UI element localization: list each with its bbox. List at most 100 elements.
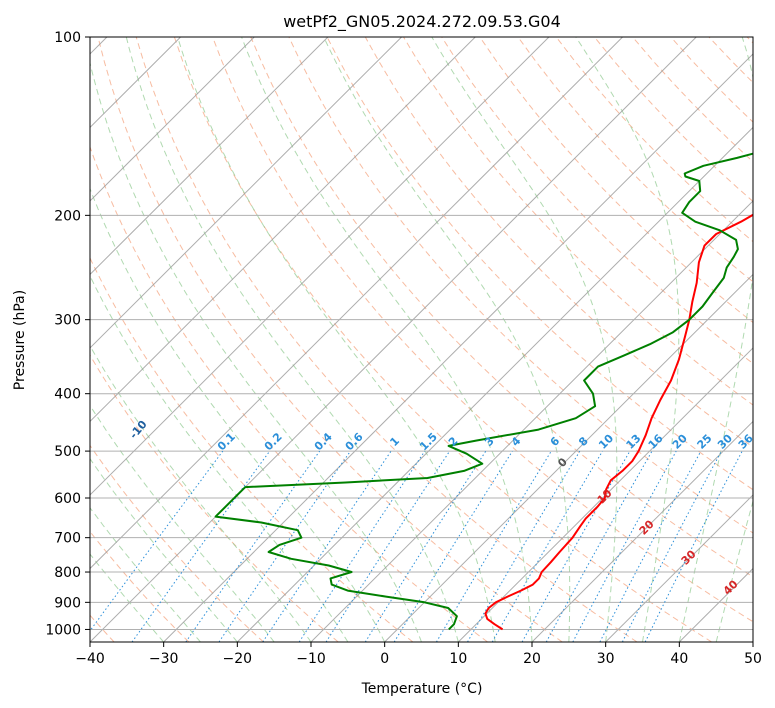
isotherm — [163, 53, 753, 642]
y-axis-title: Pressure (hPa) — [12, 290, 28, 390]
mixing-ratio-line — [90, 450, 224, 632]
mixing-ratio-line — [545, 450, 653, 642]
y-tick-label: 600 — [54, 491, 81, 507]
x-tick-label: −20 — [223, 651, 253, 667]
y-tick-label: 500 — [54, 444, 81, 460]
mixing-ratio-line — [218, 450, 351, 642]
mixing-ratio-label: 16 — [646, 431, 666, 451]
isotherm — [678, 567, 753, 642]
isotherm — [457, 347, 753, 642]
moist-adiabat — [431, 37, 618, 642]
x-tick-label: 0 — [380, 651, 389, 667]
dry-adiabat — [326, 37, 753, 491]
dry-adiabat — [441, 37, 753, 365]
y-tick-label: 300 — [54, 313, 81, 329]
dry-adiabat — [90, 354, 339, 642]
moist-adiabat — [90, 457, 238, 642]
y-axis-ticks: 100 200 300 400 500 600 700 800 900 1000 — [45, 30, 90, 638]
mixing-ratio-label: 1 — [387, 434, 402, 449]
dry-adiabat — [517, 37, 753, 283]
mixing-ratio-label: 0.4 — [312, 430, 335, 453]
mixing-ratio-line — [298, 450, 426, 642]
mixing-ratio-label: 4 — [509, 434, 524, 449]
dry-adiabats — [90, 37, 753, 642]
mixing-ratio-line — [185, 450, 321, 642]
dry-adiabat — [250, 37, 753, 578]
moist-adiabat — [90, 187, 386, 642]
y-tick-label: 1000 — [45, 622, 81, 638]
mixing-ratio-label: 1.5 — [417, 430, 440, 453]
sounding-series — [214, 152, 753, 631]
dry-adiabat — [403, 37, 753, 406]
dry-adiabat — [90, 145, 488, 642]
x-axis-title: Temperature (°C) — [361, 681, 483, 697]
moist-adiabat — [323, 37, 571, 642]
moist-adiabat — [678, 37, 753, 642]
mixing-ratio-line — [599, 450, 702, 642]
x-tick-label: −40 — [75, 651, 105, 667]
x-tick-label: 30 — [597, 651, 615, 667]
moist-adiabat-label: 30 — [679, 547, 699, 567]
isotherm — [605, 494, 753, 642]
moist-adiabat — [90, 274, 349, 642]
isotherm — [90, 37, 476, 423]
isotherm — [90, 37, 402, 349]
y-tick-label: 800 — [54, 565, 81, 581]
isobar-gridlines — [90, 37, 753, 630]
dry-adiabat — [97, 37, 563, 642]
dry-adiabat — [555, 37, 753, 243]
dewpoint-profile — [214, 152, 753, 631]
mixing-ratio-line — [131, 450, 271, 642]
dry-adiabat — [90, 256, 414, 642]
moist-adiabat-label: 40 — [721, 577, 741, 597]
moist-adiabat — [715, 499, 753, 642]
mixing-ratio-label: 8 — [576, 434, 591, 449]
dry-adiabat-label: -10 — [127, 418, 150, 442]
x-axis-ticks: −40 −30 −20 −10 0 10 20 30 40 50 — [75, 642, 762, 667]
dry-adiabat — [708, 37, 753, 84]
mixing-ratio-label: 20 — [670, 431, 690, 451]
mixing-ratio-line — [262, 450, 392, 642]
dry-adiabat — [479, 37, 753, 324]
mixing-ratio-label: 0.6 — [343, 430, 366, 453]
isotherm — [752, 641, 753, 642]
isotherm — [90, 37, 255, 202]
chart-title: wetPf2_GN05.2024.272.09.53.G04 — [283, 12, 561, 32]
x-tick-label: −30 — [149, 651, 179, 667]
mixing-ratio-line — [325, 450, 451, 642]
skewed-isotherms — [90, 37, 753, 642]
mixing-ratio-label: 2 — [446, 434, 461, 449]
mixing-ratio-line — [364, 450, 487, 642]
isotherm — [236, 126, 753, 642]
dry-adiabat — [173, 37, 712, 642]
dry-adiabat — [90, 530, 190, 642]
isotherm — [531, 420, 753, 642]
x-tick-label: 10 — [449, 651, 467, 667]
mixing-ratio-label: 0.2 — [262, 430, 285, 453]
dry-adiabat — [212, 37, 753, 623]
moist-adiabat — [241, 37, 533, 642]
y-tick-label: 700 — [54, 531, 81, 547]
moist-adiabat — [575, 37, 680, 642]
x-tick-label: 40 — [670, 651, 688, 667]
y-tick-label: 100 — [54, 30, 81, 46]
y-tick-label: 900 — [54, 595, 81, 611]
mixing-ratio-label: 10 — [596, 431, 616, 451]
mixing-ratio-label: 0.1 — [215, 430, 238, 453]
moist-adiabat — [90, 404, 275, 642]
inline-line-labels: 0.10.20.40.611.52346810131620253036-100-… — [127, 418, 753, 598]
moist-adiabat — [177, 37, 496, 642]
temperature-profile — [484, 213, 753, 631]
moist-adiabats — [90, 37, 753, 642]
isotherm — [90, 37, 550, 496]
plot-area: 0.10.20.40.611.52346810131620253036-100-… — [90, 37, 753, 642]
y-tick-label: 200 — [54, 208, 81, 224]
isotherm — [90, 37, 623, 570]
isotherm — [310, 200, 753, 642]
moist-adiabat — [125, 37, 459, 642]
mixing-ratio-line — [467, 450, 581, 642]
x-tick-label: 50 — [744, 651, 762, 667]
mixing-ratio-lines — [90, 450, 743, 642]
isotherm — [384, 273, 753, 642]
x-tick-label: −10 — [296, 651, 326, 667]
